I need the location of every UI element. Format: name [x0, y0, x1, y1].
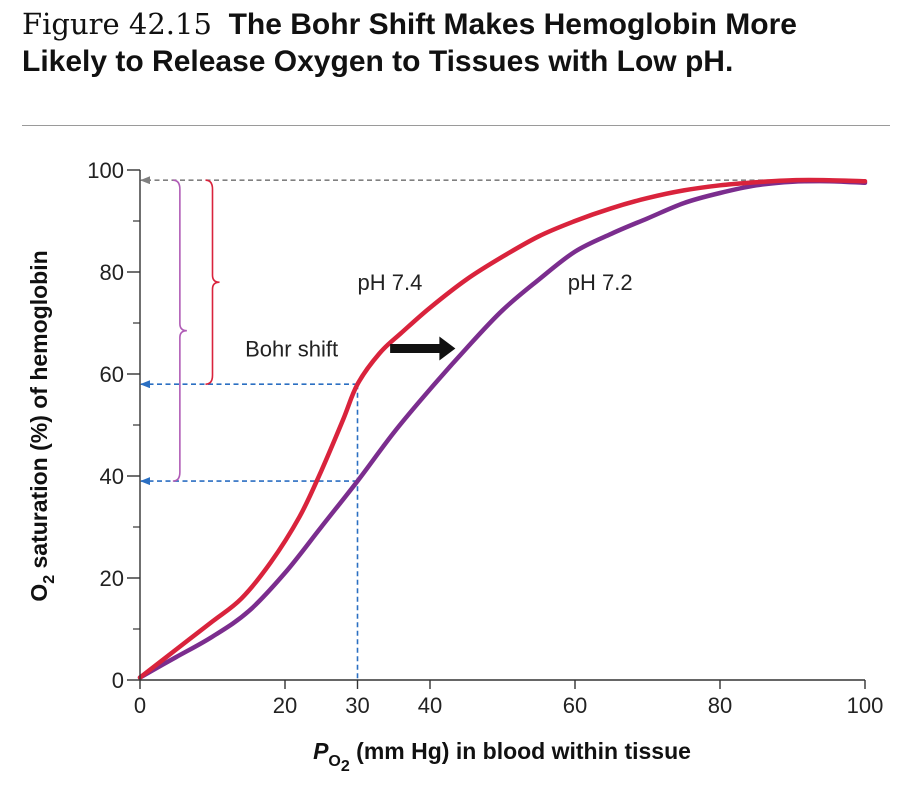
y-tick-label: 0 [112, 668, 124, 693]
reference-lines [140, 176, 865, 680]
figure-number: Figure 42.15 [22, 7, 212, 41]
x-tick-label: 80 [708, 693, 732, 718]
series-label-ph-7-2: pH 7.2 [568, 270, 633, 295]
tick-labels: 0 20 40 60 80 100 0 20 30 40 60 80 100 [87, 158, 883, 718]
saturation-brace-1 [205, 179, 220, 385]
curve-ph-7-4 [137, 177, 868, 680]
x-tick-label: 40 [418, 693, 442, 718]
curve-ph-7-2 [137, 178, 868, 680]
x-tick-label: 100 [847, 693, 884, 718]
saturation-brace-2 [172, 179, 187, 482]
series-labels: pH 7.4 pH 7.2 [358, 270, 633, 295]
bohr-shift-arrow [390, 336, 456, 361]
bohr-shift-annotation: Bohr shift [245, 336, 456, 362]
x-tick-label: 0 [134, 693, 146, 718]
y-tick-label: 20 [100, 566, 124, 591]
x-tick-label: 60 [563, 693, 587, 718]
title-divider [22, 125, 890, 126]
axes [127, 169, 866, 689]
x-axis-title: PO2 (mm Hg) in blood within tissue [313, 738, 691, 775]
y-axis-title: O2 saturation (%) of hemoglobin [26, 250, 58, 601]
y-tick-label: 80 [100, 260, 124, 285]
y-tick-label: 40 [100, 464, 124, 489]
y-tick-label: 100 [87, 158, 124, 183]
braces [172, 179, 220, 482]
x-tick-label: 20 [273, 693, 297, 718]
x-tick-label: 30 [345, 693, 369, 718]
y-tick-label: 60 [100, 362, 124, 387]
axis-titles: PO2 (mm Hg) in blood within tissue O2 sat… [26, 250, 691, 775]
figure-title-text: The Bohr Shift Makes Hemoglobin More Lik… [22, 8, 797, 78]
curves [137, 177, 868, 680]
bohr-shift-label: Bohr shift [245, 337, 338, 362]
series-label-ph-7-4: pH 7.4 [358, 270, 423, 295]
figure-title: Figure 42.15 The Bohr Shift Makes Hemogl… [22, 6, 882, 80]
